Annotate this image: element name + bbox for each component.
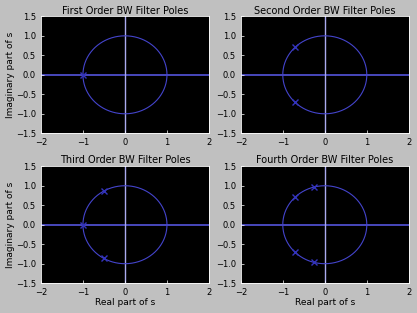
Y-axis label: Imaginary part of s: Imaginary part of s — [5, 32, 15, 118]
Title: Fourth Order BW Filter Poles: Fourth Order BW Filter Poles — [256, 156, 393, 166]
Title: Second Order BW Filter Poles: Second Order BW Filter Poles — [254, 6, 396, 16]
X-axis label: Real part of s: Real part of s — [95, 298, 155, 307]
X-axis label: Real part of s: Real part of s — [295, 298, 355, 307]
Title: First Order BW Filter Poles: First Order BW Filter Poles — [62, 6, 188, 16]
Y-axis label: Imaginary part of s: Imaginary part of s — [5, 182, 15, 268]
Title: Third Order BW Filter Poles: Third Order BW Filter Poles — [60, 156, 190, 166]
